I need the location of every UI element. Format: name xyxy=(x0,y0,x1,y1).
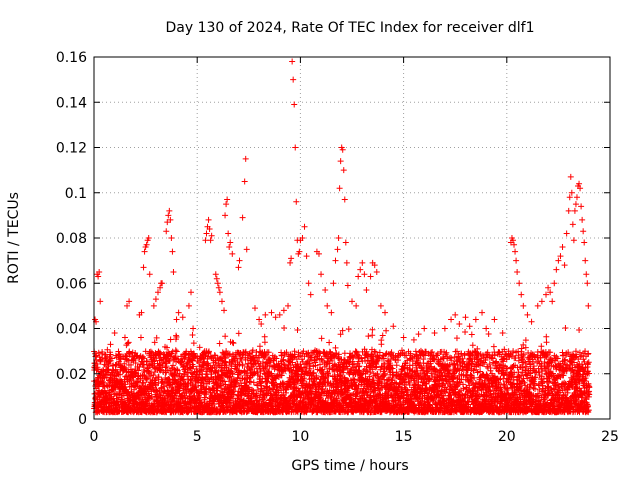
data-point xyxy=(369,332,376,339)
data-point xyxy=(294,327,301,334)
data-point xyxy=(137,334,144,341)
data-point xyxy=(155,373,162,380)
data-point xyxy=(393,362,400,369)
data-point xyxy=(187,365,194,372)
data-point xyxy=(235,330,242,337)
data-point xyxy=(121,364,128,371)
data-point xyxy=(415,331,422,338)
chart-title: Day 130 of 2024, Rate Of TEC Index for r… xyxy=(166,20,535,36)
data-point xyxy=(170,362,177,369)
data-point xyxy=(189,332,196,339)
data-point xyxy=(114,398,121,405)
data-point xyxy=(150,358,157,365)
data-point xyxy=(341,350,348,357)
data-point xyxy=(469,342,476,349)
data-point xyxy=(124,340,131,347)
data-point xyxy=(93,361,100,368)
data-point xyxy=(369,326,376,333)
data-point xyxy=(109,355,116,362)
data-point xyxy=(216,340,223,347)
data-point xyxy=(365,333,372,340)
data-point xyxy=(383,327,390,334)
data-point xyxy=(163,344,170,351)
data-point xyxy=(111,373,118,380)
data-point xyxy=(143,376,150,383)
data-point xyxy=(190,340,197,347)
data-point xyxy=(128,361,135,368)
data-point xyxy=(132,359,139,366)
data-point xyxy=(166,357,173,364)
data-point xyxy=(126,350,133,357)
data-point xyxy=(379,332,386,339)
data-point xyxy=(139,353,146,360)
data-point xyxy=(326,339,333,346)
data-point xyxy=(97,358,104,365)
data-point xyxy=(123,353,130,360)
data-point xyxy=(453,335,460,342)
data-point xyxy=(378,341,385,348)
data-point xyxy=(256,343,263,350)
data-point xyxy=(117,356,124,363)
data-point xyxy=(163,363,170,370)
data-point xyxy=(345,326,352,333)
data-point xyxy=(131,386,138,393)
data-point xyxy=(168,365,175,372)
data-point xyxy=(140,379,147,386)
data-point xyxy=(99,378,106,385)
data-point xyxy=(157,349,164,356)
data-point xyxy=(167,336,174,343)
data-point xyxy=(144,375,151,382)
data-point xyxy=(153,334,160,341)
data-point xyxy=(107,351,114,358)
data-point xyxy=(112,390,119,397)
data-points xyxy=(91,58,593,416)
data-point xyxy=(172,347,179,354)
data-point xyxy=(137,392,144,399)
data-point xyxy=(485,330,492,337)
data-point xyxy=(122,373,129,380)
data-point xyxy=(99,350,106,357)
data-point xyxy=(113,368,120,375)
data-point xyxy=(173,334,180,341)
data-point xyxy=(95,349,102,356)
data-point xyxy=(462,329,469,336)
data-point xyxy=(147,348,154,355)
data-point xyxy=(318,335,325,342)
data-point xyxy=(151,339,158,346)
data-point xyxy=(261,333,268,340)
data-point xyxy=(125,339,132,346)
data-point xyxy=(230,340,237,347)
data-point xyxy=(173,348,180,355)
data-point xyxy=(281,325,288,332)
data-point xyxy=(150,372,157,379)
data-point xyxy=(153,355,160,362)
data-point xyxy=(152,381,159,388)
data-point xyxy=(171,354,178,361)
data-point xyxy=(144,358,151,365)
data-point xyxy=(174,367,181,374)
data-point xyxy=(160,383,167,390)
data-point xyxy=(108,376,115,383)
data-point xyxy=(332,344,339,351)
data-point xyxy=(142,348,149,355)
data-point xyxy=(490,343,497,350)
data-point xyxy=(468,331,475,338)
data-point xyxy=(92,353,99,360)
data-point xyxy=(222,333,229,340)
data-point xyxy=(239,361,246,368)
data-point xyxy=(140,361,147,368)
data-point xyxy=(261,339,268,346)
data-point xyxy=(142,391,149,398)
data-point xyxy=(136,363,143,370)
data-point xyxy=(95,366,102,373)
data-point xyxy=(122,400,129,407)
data-point xyxy=(135,367,142,374)
data-point xyxy=(190,363,197,370)
